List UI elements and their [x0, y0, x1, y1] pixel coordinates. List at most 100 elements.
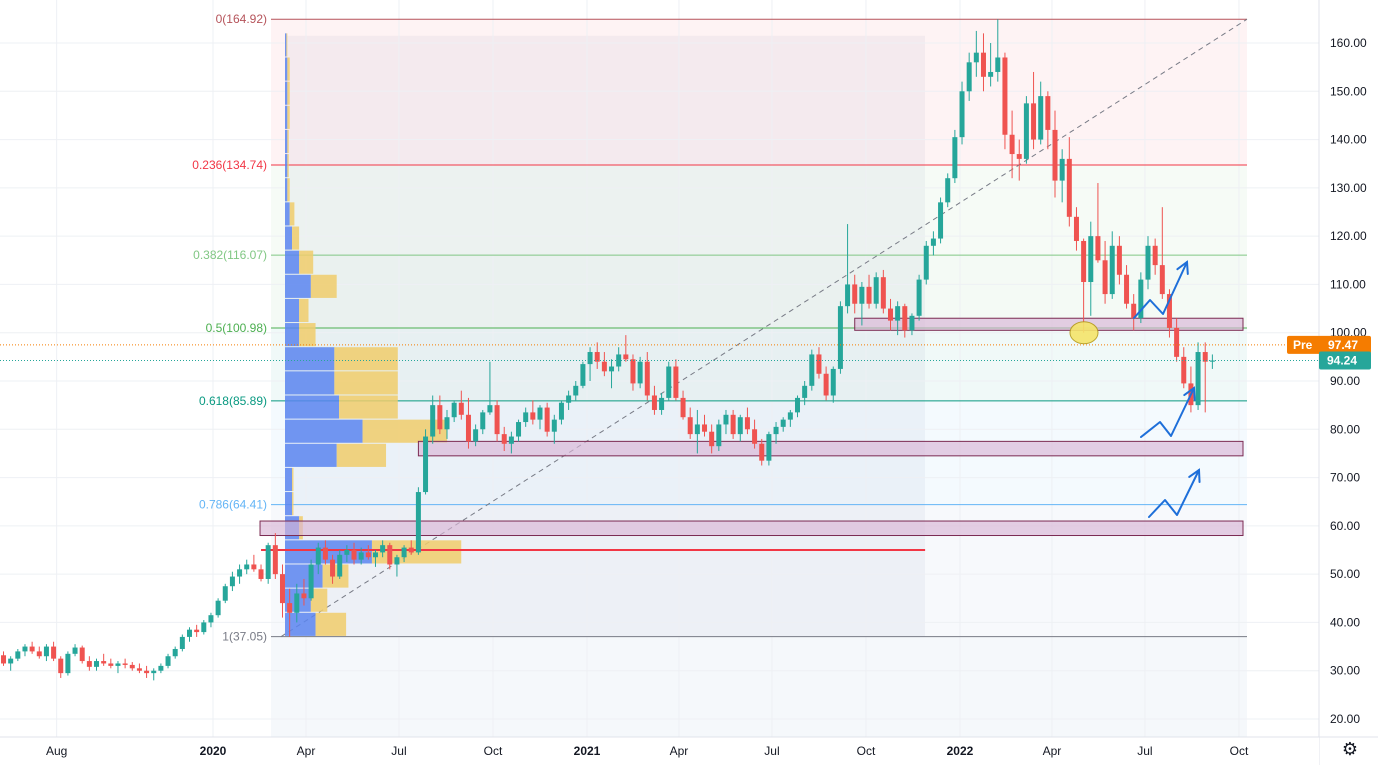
x-tick-label: Jul — [1137, 744, 1152, 758]
volume-profile-up-bar — [285, 250, 300, 274]
candle-up — [952, 137, 958, 179]
candle-up — [165, 656, 171, 666]
upward-arrow-icon — [1140, 386, 1196, 438]
candle-down — [258, 569, 264, 579]
candle-up — [723, 414, 729, 425]
candle-up — [694, 424, 700, 435]
candle-down — [1002, 57, 1008, 135]
candle-up — [72, 647, 78, 654]
candle-up — [1023, 103, 1029, 159]
candle-down — [1009, 134, 1015, 155]
candle-up — [609, 366, 615, 372]
y-tick-label: 140.00 — [1330, 133, 1367, 147]
candle-down — [79, 647, 85, 662]
candle-up — [294, 593, 300, 613]
candle-up — [780, 419, 786, 427]
candle-down — [530, 412, 536, 420]
candle-up — [444, 417, 450, 430]
arrow-path — [1148, 469, 1200, 518]
volume-profile-up-bar — [285, 492, 293, 516]
candle-down — [730, 414, 736, 435]
fib-band — [271, 19, 1247, 165]
candle-up — [415, 492, 421, 553]
x-tick-label: Jul — [391, 744, 406, 758]
candle-down — [544, 407, 550, 432]
candle-down — [887, 308, 893, 321]
candle-up — [787, 412, 793, 420]
candle-up — [1059, 158, 1065, 181]
x-tick-label: 2022 — [947, 744, 974, 758]
candle-up — [930, 238, 936, 246]
candle-up — [487, 405, 493, 413]
candle-down — [351, 550, 357, 560]
candle-down — [101, 661, 107, 664]
candle-down — [129, 664, 135, 669]
candle-down — [144, 670, 150, 674]
y-tick-label: 150.00 — [1330, 84, 1367, 98]
candle-up — [158, 665, 164, 671]
fib-level-label: 0(164.92) — [216, 12, 267, 26]
volume-profile-down-bar — [287, 81, 290, 105]
volume-profile-up-bar — [285, 274, 311, 298]
candle-down — [437, 405, 443, 430]
volume-profile-down-bar — [287, 154, 289, 178]
candle-up — [938, 202, 944, 239]
arrow-head — [1176, 260, 1189, 275]
candle-up — [244, 564, 250, 570]
fib-level-label: 0.382(116.07) — [193, 248, 267, 262]
candle-up — [716, 424, 722, 447]
volume-profile-down-bar — [287, 178, 290, 202]
candle-down — [601, 361, 607, 372]
candle-down — [322, 547, 328, 560]
candle-down — [408, 547, 414, 553]
candle-down — [501, 434, 507, 444]
x-tick-label: Apr — [297, 744, 316, 758]
candle-up — [666, 366, 672, 398]
candle-up — [659, 397, 665, 410]
candle-down — [301, 593, 307, 599]
candle-up — [401, 547, 407, 558]
candle-up — [573, 385, 579, 396]
candle-up — [451, 402, 457, 418]
x-tick-label: Oct — [484, 744, 503, 758]
candle-down — [272, 545, 278, 575]
volume-profile-down-bar — [299, 323, 316, 347]
candle-down — [1174, 327, 1180, 357]
candle-up — [508, 436, 514, 444]
candle-down — [494, 405, 500, 435]
premarket-price-value: 97.47 — [1328, 338, 1358, 352]
candle-up — [215, 600, 221, 616]
candle-up — [995, 57, 1001, 72]
y-tick-label: 80.00 — [1330, 422, 1360, 436]
fib-level-label: 0.618(85.89) — [199, 394, 267, 408]
fib-level-label: 0.5(100.98) — [206, 321, 267, 335]
x-tick-label: Apr — [670, 744, 689, 758]
volume-profile-down-bar — [292, 467, 294, 492]
candle-up — [201, 622, 207, 633]
highlight-marker — [1069, 321, 1099, 345]
candle-up — [1195, 352, 1201, 406]
candle-down — [709, 431, 715, 447]
y-tick-label: 50.00 — [1330, 567, 1360, 581]
gear-icon[interactable]: ⚙ — [1341, 739, 1359, 760]
candle-up — [830, 368, 836, 396]
volume-profile-down-bar — [286, 33, 288, 57]
candle-down — [29, 646, 35, 652]
candle-up — [1109, 245, 1115, 295]
candle-down — [1131, 303, 1137, 319]
candle-up — [208, 615, 214, 623]
candle-down — [744, 417, 750, 430]
candle-down — [1102, 260, 1108, 295]
candle-up — [151, 670, 157, 674]
premarket-label-box — [1287, 335, 1371, 354]
candle-up — [523, 412, 529, 423]
candle-up — [1038, 96, 1044, 140]
volume-profile-down-bar — [336, 443, 387, 467]
arrow-path — [1140, 387, 1195, 438]
candle-down — [752, 429, 758, 444]
candle-down — [387, 545, 393, 565]
candle-down — [1095, 236, 1101, 261]
